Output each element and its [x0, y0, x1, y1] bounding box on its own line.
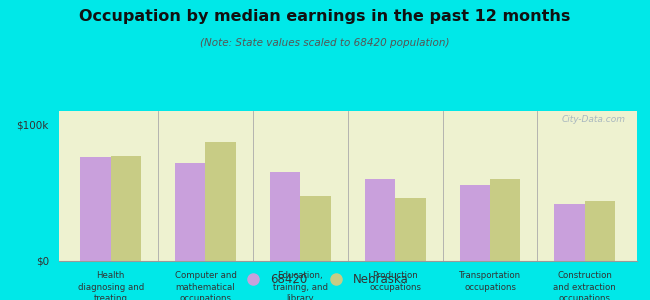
Text: (Note: State values scaled to 68420 population): (Note: State values scaled to 68420 popu… [200, 38, 450, 47]
Bar [111, 156, 141, 261]
Bar [365, 179, 395, 261]
Bar [460, 184, 490, 261]
Bar [395, 198, 426, 261]
Text: Occupation by median earnings in the past 12 months: Occupation by median earnings in the pas… [79, 9, 571, 24]
Bar [585, 201, 615, 261]
Bar [490, 179, 521, 261]
Legend: 68420, Nebraska: 68420, Nebraska [237, 269, 413, 291]
Text: City-Data.com: City-Data.com [562, 116, 625, 124]
Bar [270, 172, 300, 261]
Bar [554, 204, 585, 261]
Bar [300, 196, 331, 261]
Bar [175, 163, 205, 261]
Bar [81, 158, 110, 261]
Bar [205, 142, 236, 261]
